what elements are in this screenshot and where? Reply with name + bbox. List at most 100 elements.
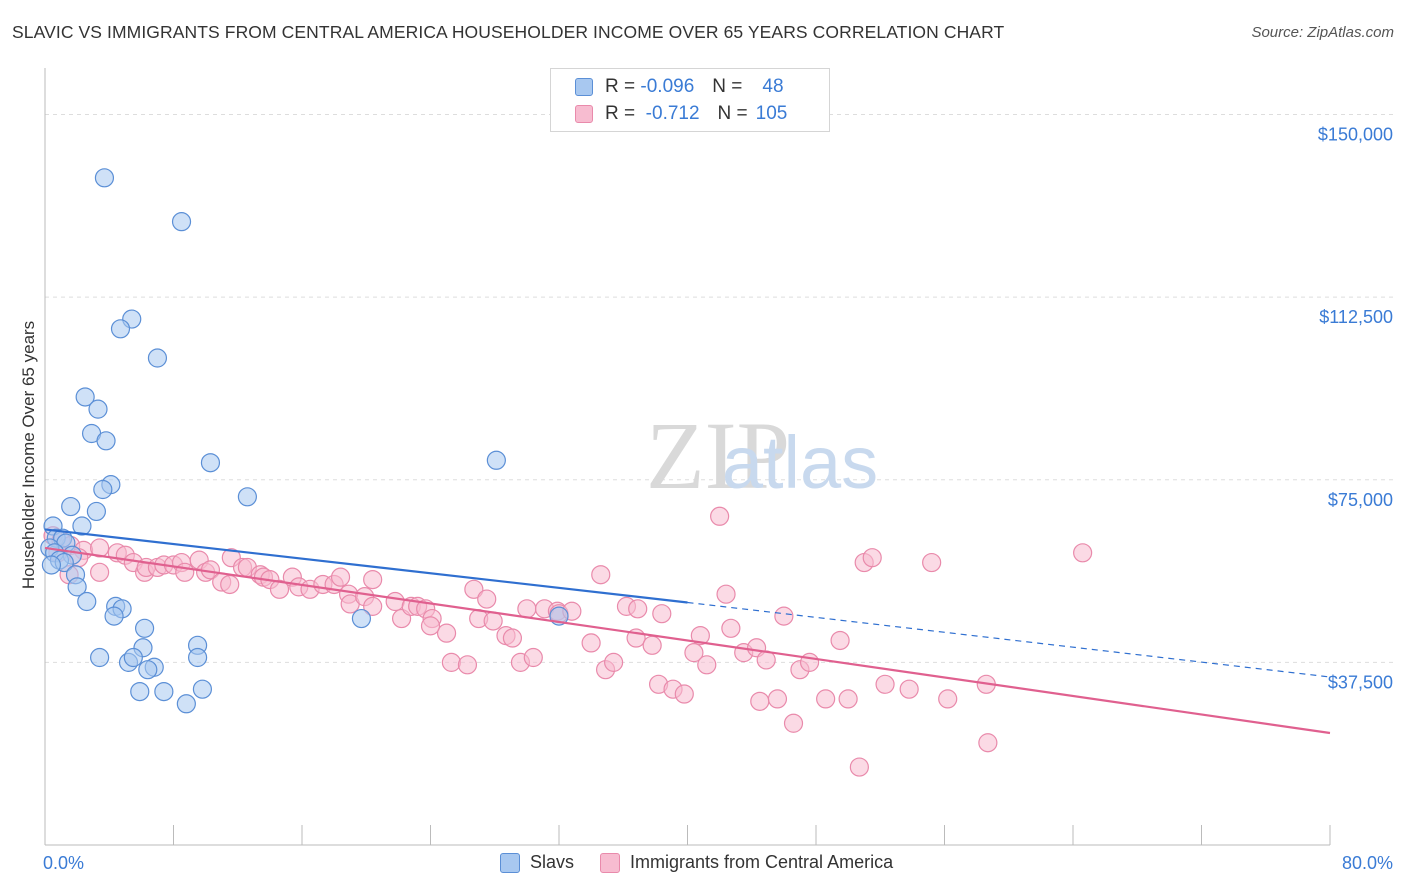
immigrants-point: [363, 596, 383, 616]
chart-source: Source: ZipAtlas.com: [1251, 24, 1394, 41]
immigrants-point: [1073, 543, 1093, 563]
legend-n-value: 48: [762, 76, 784, 97]
legend-row-immigrants: R = -0.712 N = 105: [575, 102, 787, 126]
immigrants-point: [938, 689, 958, 709]
slavs-point: [90, 647, 110, 668]
slavs-point: [123, 647, 143, 668]
slavs-point: [110, 319, 131, 339]
slavs-point: [93, 479, 113, 500]
legend-row-slavs: R = -0.096 N = 48: [575, 75, 784, 99]
slavs-point: [88, 399, 108, 419]
slavs-point: [41, 555, 62, 575]
slavs-point: [138, 660, 158, 680]
y-tick-label: $75,000: [1328, 490, 1393, 510]
correlation-legend: R = -0.096 N = 48 R = -0.712 N = 105: [550, 68, 830, 132]
immigrants-point: [436, 623, 457, 643]
immigrants-point: [875, 674, 895, 694]
watermark-atlas: atlas: [722, 421, 878, 504]
series-legend-slavs: Slavs: [500, 852, 574, 873]
immigrants-point: [783, 713, 804, 733]
legend-swatch-pink: [575, 105, 593, 123]
slavs-point: [72, 516, 92, 536]
legend-r-label: R =: [605, 103, 636, 124]
immigrants-point: [774, 606, 794, 626]
immigrants-point: [830, 630, 850, 651]
immigrants-point: [684, 643, 704, 663]
slavs-point: [61, 496, 81, 517]
series-swatch-pink: [600, 852, 621, 873]
immigrants-point: [628, 599, 648, 619]
immigrants-point: [849, 757, 869, 777]
immigrants-trend-line: [44, 546, 1331, 735]
immigrants-point: [385, 591, 405, 612]
slavs-trend-extension: [687, 601, 1331, 678]
slavs-point: [96, 431, 116, 451]
y-axis-label: Householder Income Over 65 years: [19, 321, 38, 589]
slavs-trend-line: [44, 528, 688, 604]
legend-r-label: R =: [605, 76, 636, 97]
immigrants-point: [978, 733, 998, 753]
slavs-point: [130, 681, 150, 702]
y-tick-label: $112,500: [1319, 307, 1393, 327]
immigrants-point: [652, 604, 672, 624]
immigrants-point: [175, 562, 195, 582]
slavs-point: [86, 501, 107, 522]
slavs-point: [486, 450, 506, 470]
immigrants-point: [716, 584, 736, 604]
slavs-point: [77, 591, 97, 612]
slavs-point: [176, 694, 196, 714]
legend-n-label: N =: [717, 103, 748, 124]
immigrants-point: [899, 679, 919, 699]
slavs-point: [192, 679, 213, 699]
immigrants-point: [483, 611, 503, 631]
legend-r-value: -0.096: [640, 76, 695, 97]
series-swatch-blue: [500, 852, 520, 873]
points-layer: [40, 168, 1093, 777]
series-legend: Slavs Immigrants from Central America: [500, 852, 919, 873]
series-label-immigrants: Immigrants from Central America: [630, 852, 894, 872]
x-tick-label: 0.0%: [43, 853, 84, 873]
legend-r-value: -0.712: [645, 103, 700, 124]
slavs-point: [75, 387, 95, 407]
immigrants-point: [523, 647, 543, 668]
immigrants-point: [838, 689, 858, 709]
immigrants-point: [90, 538, 110, 558]
slavs-point: [104, 606, 124, 626]
immigrants-point: [690, 625, 710, 646]
slavs-point: [187, 647, 208, 668]
immigrants-point: [517, 599, 537, 619]
y-tick-label: $150,000: [1318, 125, 1393, 145]
immigrants-point: [816, 689, 836, 709]
immigrants-point: [220, 574, 240, 595]
immigrants-point: [464, 579, 484, 599]
immigrants-point: [710, 506, 730, 526]
slavs-point: [67, 577, 87, 597]
immigrants-point: [457, 655, 478, 675]
immigrants-point: [90, 562, 110, 582]
immigrants-point: [604, 652, 624, 672]
watermark-zip: ZIP: [646, 402, 790, 509]
immigrants-point: [721, 618, 741, 638]
immigrants-point: [642, 635, 662, 655]
series-label-slavs: Slavs: [530, 852, 575, 872]
x-tick-label: 80.0%: [1342, 853, 1393, 873]
y-tick-label: $37,500: [1328, 672, 1393, 692]
immigrants-point: [502, 628, 523, 648]
immigrants-point: [697, 655, 717, 675]
immigrants-point: [330, 567, 351, 587]
immigrants-point: [363, 569, 383, 590]
slavs-point: [147, 348, 168, 368]
series-legend-immigrants: Immigrants from Central America: [600, 852, 893, 873]
immigrants-point: [922, 552, 942, 573]
slavs-point: [200, 453, 221, 473]
immigrants-point: [420, 616, 441, 636]
slavs-point: [171, 212, 192, 232]
trend-layer: [44, 528, 1331, 735]
immigrants-point: [767, 689, 788, 709]
immigrants-point: [441, 652, 461, 672]
immigrants-point: [750, 691, 770, 711]
slavs-point: [237, 487, 257, 507]
immigrants-point: [581, 633, 601, 653]
chart-title: SLAVIC VS IMMIGRANTS FROM CENTRAL AMERIC…: [12, 22, 1005, 42]
